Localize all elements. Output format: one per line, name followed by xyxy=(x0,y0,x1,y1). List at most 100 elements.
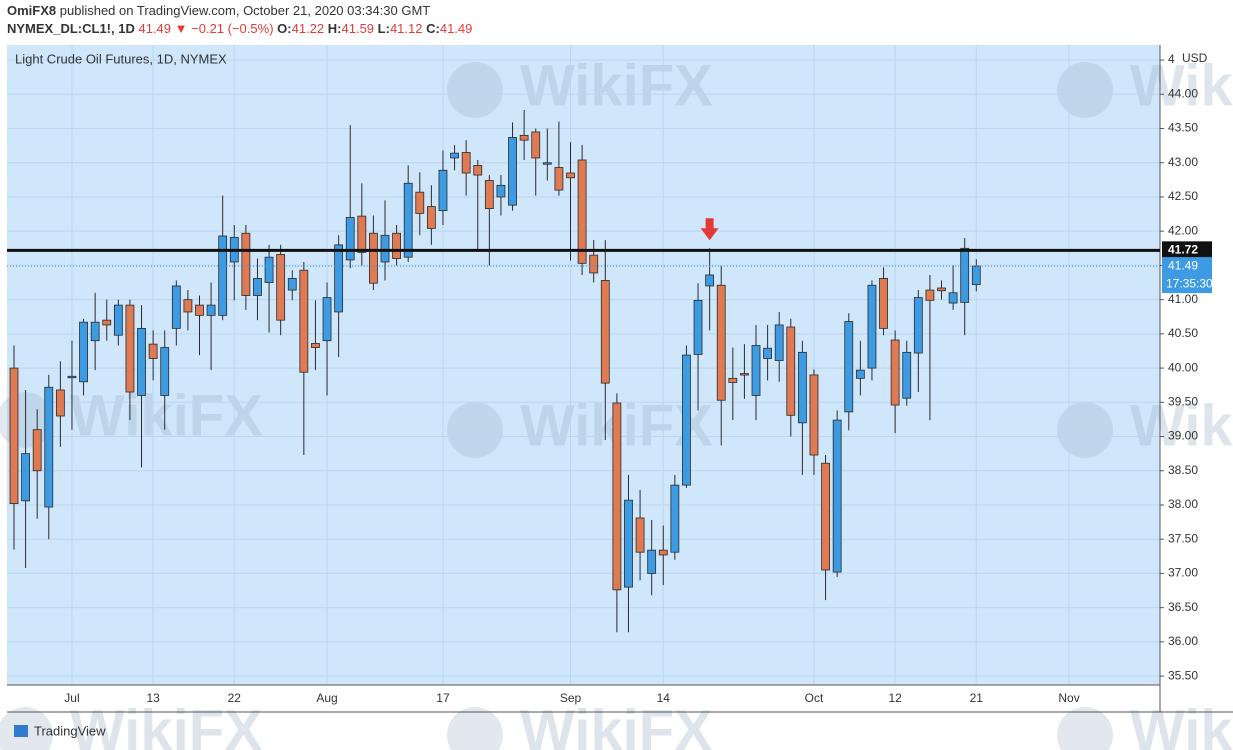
y-tick-label: 43.00 xyxy=(1168,155,1198,169)
candle-body xyxy=(79,321,88,383)
last-price-tag xyxy=(1162,257,1212,294)
candle-body xyxy=(971,265,981,285)
candle-body xyxy=(600,280,610,384)
symbol: NYMEX_DL:CL1!, 1D xyxy=(7,21,135,36)
y-tick-label: 37.00 xyxy=(1168,566,1198,580)
candle-body xyxy=(55,389,65,417)
level-tag xyxy=(1162,241,1212,260)
y-tick-label: 38.50 xyxy=(1168,463,1198,477)
candle-body xyxy=(890,339,900,406)
last-price-label: 41.49 xyxy=(1168,258,1198,272)
candle-body xyxy=(855,369,865,379)
x-tick-label: Oct xyxy=(805,691,824,705)
candle-body xyxy=(508,137,517,206)
watermark-icon xyxy=(1057,707,1113,750)
y-tick-label: 40.00 xyxy=(1168,360,1198,374)
candle-body xyxy=(821,462,830,571)
candle-body xyxy=(276,254,286,321)
candle-body xyxy=(415,191,425,214)
candle-body xyxy=(867,284,877,369)
y-tick-label: 40.50 xyxy=(1168,326,1198,340)
candle-body xyxy=(322,297,332,342)
candle-body xyxy=(844,321,854,413)
candle-body xyxy=(369,232,378,284)
candle-body xyxy=(879,278,888,329)
candle-body xyxy=(357,215,367,253)
candle-body xyxy=(299,269,309,373)
candle-body xyxy=(253,278,262,296)
candle-body xyxy=(113,304,123,336)
candle-body xyxy=(682,354,691,486)
watermark: WikiFX xyxy=(520,698,713,750)
candle-body xyxy=(484,180,494,209)
candle-body xyxy=(809,374,819,456)
candle-body xyxy=(21,453,30,502)
candle-body xyxy=(670,484,680,553)
published: published on TradingView.com, October 21… xyxy=(60,3,431,18)
countdown: 17:35:30 xyxy=(1166,276,1213,290)
candle-body xyxy=(797,351,807,424)
candle-body xyxy=(937,287,946,292)
candle-body xyxy=(577,159,587,264)
candle-body xyxy=(519,134,529,141)
candle-body xyxy=(832,419,842,573)
candle-body xyxy=(241,232,251,296)
ohlc-value: 41.49 xyxy=(440,21,473,36)
chart-title: Light Crude Oil Futures, 1D, NYMEX xyxy=(15,51,227,66)
candle-body xyxy=(589,254,599,274)
y-tick-label: 4 xyxy=(1168,52,1175,66)
candle-body xyxy=(125,304,135,393)
candle-body xyxy=(32,429,42,472)
watermark-icon xyxy=(447,707,503,750)
x-tick-label: Nov xyxy=(1058,691,1079,705)
candle-body xyxy=(554,167,564,191)
ohlc-value: 41.22 xyxy=(292,21,325,36)
candle-body xyxy=(960,247,970,303)
ohlc-label: H: xyxy=(328,21,342,36)
arrow xyxy=(700,218,719,241)
candle-body xyxy=(287,278,297,291)
candle-body xyxy=(160,347,170,396)
candle-body xyxy=(948,292,958,304)
axis-unit: USD xyxy=(1182,51,1208,65)
footer-brand: TradingView xyxy=(34,723,106,738)
candle-body xyxy=(195,304,204,316)
candle-body xyxy=(542,162,552,165)
y-tick-label: 41.00 xyxy=(1168,292,1198,306)
y-tick-label: 42.00 xyxy=(1168,223,1198,237)
candle-body xyxy=(716,284,726,401)
candle-body xyxy=(218,235,228,316)
watermark: WikiFX xyxy=(520,53,713,118)
candle-body xyxy=(786,326,796,416)
x-tick-label: Aug xyxy=(316,691,337,705)
candle-body xyxy=(67,375,77,379)
author: OmiFX8 xyxy=(7,3,56,18)
candle-body xyxy=(171,285,181,329)
y-tick-label: 36.50 xyxy=(1168,600,1198,614)
candle-body xyxy=(461,152,471,174)
candle-body xyxy=(44,386,54,508)
candle-body xyxy=(612,402,622,591)
candle-body xyxy=(90,321,100,342)
candle-body xyxy=(705,274,715,287)
x-tick-label: 12 xyxy=(888,691,902,705)
candle-body xyxy=(925,289,935,301)
candle-body xyxy=(728,377,738,383)
candle-body xyxy=(473,165,483,176)
candle-body xyxy=(751,345,761,396)
ohlc-value: 41.59 xyxy=(342,21,375,36)
candle-body xyxy=(913,297,923,354)
watermark: WikiFX xyxy=(1130,53,1233,118)
ohlc-label: L: xyxy=(378,21,390,36)
y-tick-label: 44.00 xyxy=(1168,86,1198,100)
watermark: WikiFX xyxy=(1130,698,1233,750)
candle-body xyxy=(264,256,274,283)
candle-body xyxy=(392,232,401,259)
watermark: WikiFX xyxy=(70,698,263,750)
candle-body xyxy=(426,206,436,229)
x-tick-label: 13 xyxy=(146,691,160,705)
watermark-icon xyxy=(447,62,503,118)
candle-body xyxy=(311,343,320,348)
candle-body xyxy=(763,347,773,359)
